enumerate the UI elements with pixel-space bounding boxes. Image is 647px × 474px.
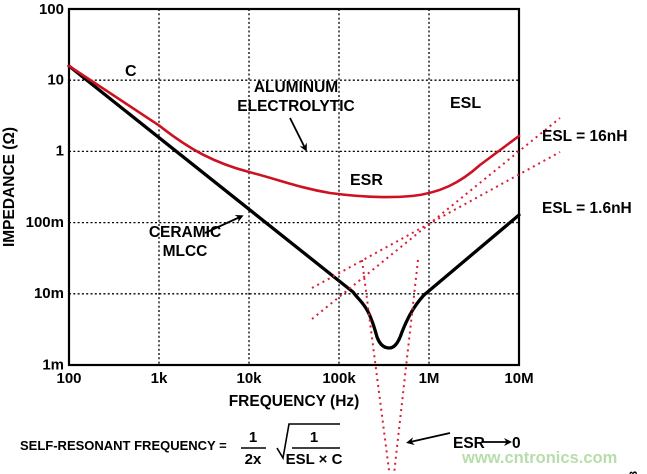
- svg-text:1: 1: [249, 429, 257, 446]
- svg-text:100k: 100k: [322, 370, 356, 387]
- svg-text:10m: 10m: [34, 285, 64, 302]
- svg-text:10k: 10k: [236, 370, 262, 387]
- svg-text:MLCC: MLCC: [163, 243, 208, 260]
- svg-text:FREQUENCY (Hz): FREQUENCY (Hz): [229, 393, 360, 410]
- svg-text:ALUMINUM: ALUMINUM: [254, 79, 338, 96]
- svg-text:C: C: [125, 63, 137, 80]
- svg-text:SELF-RESONANT FREQUENCY =: SELF-RESONANT FREQUENCY =: [20, 438, 227, 453]
- svg-text:www.cntronics.com: www.cntronics.com: [461, 449, 617, 467]
- svg-text:ELECTROLYTIC: ELECTROLYTIC: [237, 98, 354, 115]
- svg-text:ESL = 16nH: ESL = 16nH: [542, 128, 627, 145]
- svg-text:ESL × C: ESL × C: [286, 451, 343, 468]
- svg-text:ESL = 1.6nH: ESL = 1.6nH: [542, 200, 632, 217]
- svg-text:10: 10: [47, 72, 64, 89]
- svg-text:CERAMIC: CERAMIC: [149, 224, 221, 241]
- svg-text:1: 1: [310, 429, 318, 446]
- svg-text:2x: 2x: [245, 451, 262, 468]
- svg-text:ESL: ESL: [450, 95, 481, 112]
- svg-text:ESR: ESR: [350, 172, 383, 189]
- svg-text:1M: 1M: [419, 370, 440, 387]
- svg-text:100: 100: [39, 1, 64, 18]
- svg-text:1k: 1k: [151, 370, 168, 387]
- svg-text:10M: 10M: [504, 370, 533, 387]
- svg-text:100: 100: [56, 370, 81, 387]
- svg-text:IMPEDANCE (Ω): IMPEDANCE (Ω): [1, 127, 18, 247]
- svg-text:100m: 100m: [26, 214, 64, 231]
- svg-text:1: 1: [56, 143, 64, 160]
